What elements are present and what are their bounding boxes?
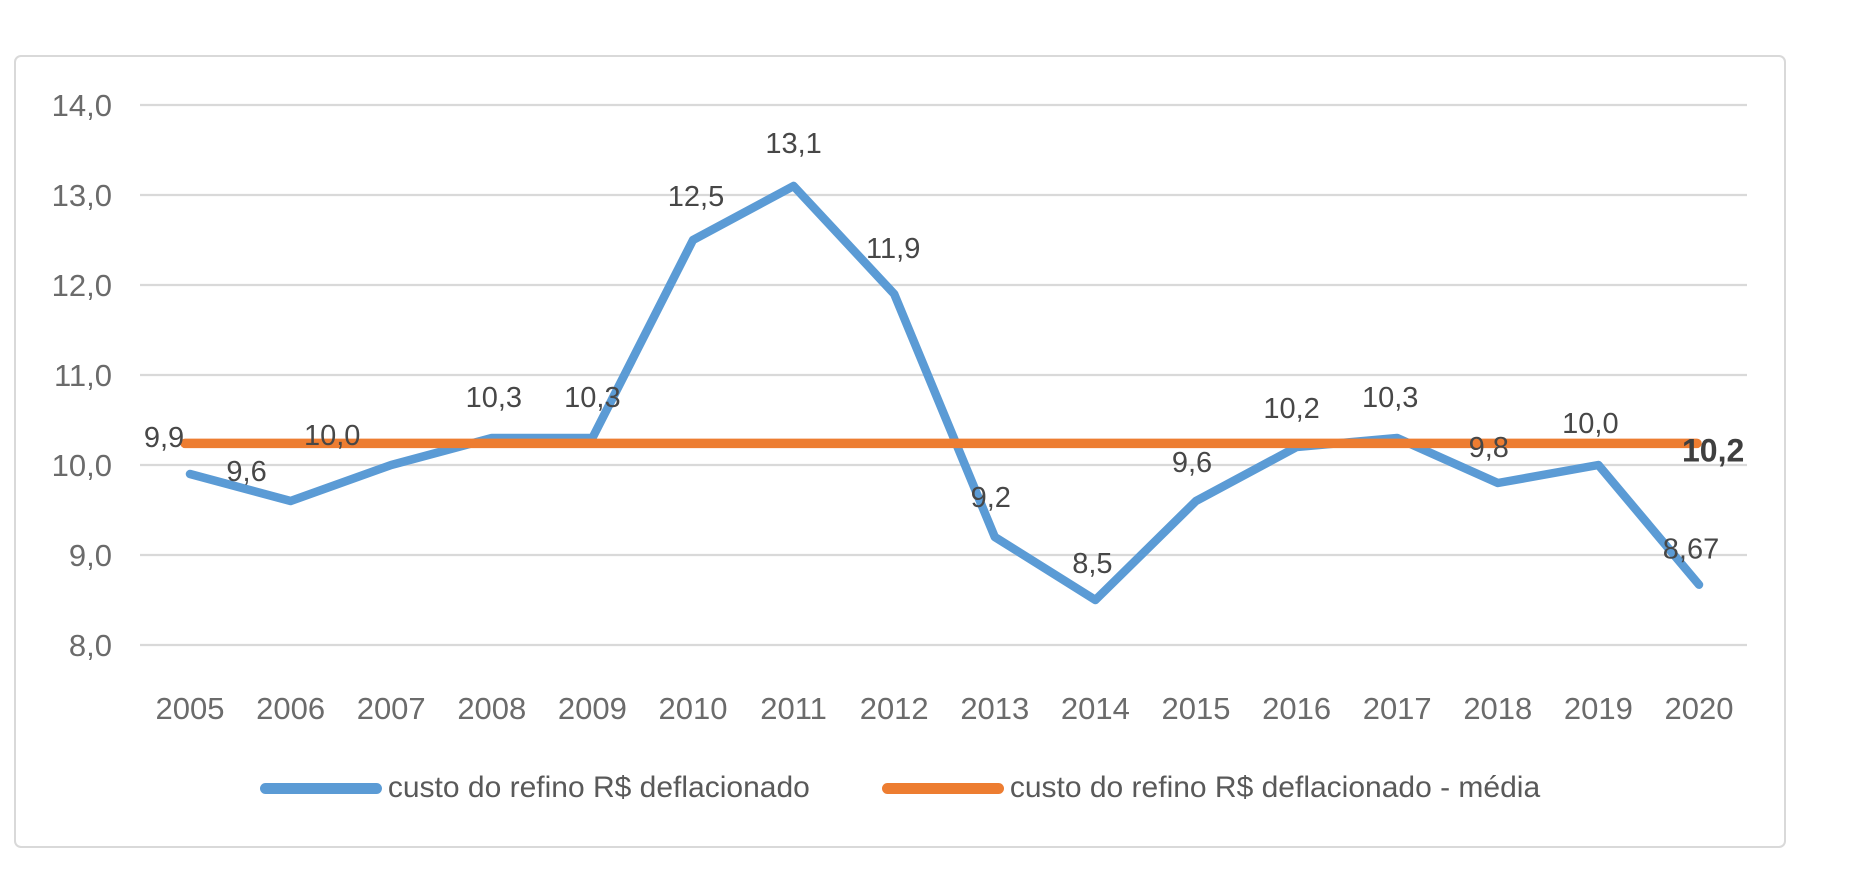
data-label: 9,6	[226, 456, 266, 488]
data-label: 10,3	[564, 382, 620, 414]
data-label: 12,5	[668, 181, 724, 213]
x-axis-tick-label: 2011	[760, 691, 827, 726]
x-axis-tick-label: 2006	[256, 691, 325, 726]
y-axis-tick-label: 13,0	[52, 178, 112, 213]
x-axis-tick-label: 2009	[558, 691, 627, 726]
y-axis-tick-label: 9,0	[69, 538, 112, 573]
x-axis-tick-label: 2015	[1162, 691, 1231, 726]
data-label: 9,8	[1469, 432, 1509, 464]
x-axis-tick-label: 2013	[960, 691, 1029, 726]
chart-legend: custo do refino R$ deflacionado custo do…	[14, 760, 1786, 816]
legend-item-refino: custo do refino R$ deflacionado	[259, 771, 810, 805]
data-label: 9,6	[1172, 447, 1212, 479]
legend-label-media: custo do refino R$ deflacionado - média	[1009, 771, 1541, 804]
legend-key-media-line	[881, 782, 1004, 794]
x-axis-tick-label: 2012	[860, 691, 929, 726]
y-axis-tick-label: 11,0	[54, 358, 112, 393]
data-label: 8,67	[1663, 534, 1719, 566]
x-axis-tick-label: 2016	[1262, 691, 1331, 726]
x-axis-tick-label: 2018	[1463, 691, 1532, 726]
y-axis-tick-label: 14,0	[52, 88, 112, 123]
x-axis-tick-label: 2017	[1363, 691, 1432, 726]
series-line-refino	[185, 181, 1704, 605]
x-axis-tick-label: 2020	[1665, 691, 1734, 726]
mean-end-label: 10,2	[1682, 432, 1744, 468]
y-axis-tick-label: 8,0	[69, 628, 112, 663]
data-label: 9,2	[971, 482, 1011, 514]
x-axis-tick-label: 2007	[357, 691, 426, 726]
x-axis-tick-label: 2008	[457, 691, 526, 726]
legend-label-refino: custo do refino R$ deflacionado	[387, 771, 810, 804]
y-axis-tick-label: 10,0	[52, 448, 112, 483]
data-label: 9,9	[144, 422, 184, 454]
x-axis-tick-label: 2005	[156, 691, 225, 726]
legend-item-media: custo do refino R$ deflacionado - média	[881, 771, 1541, 805]
data-label: 10,2	[1263, 393, 1319, 425]
legend-key-refino-line	[259, 782, 382, 794]
x-axis-tick-label: 2014	[1061, 691, 1130, 726]
data-label: 10,0	[304, 420, 360, 452]
data-label: 8,5	[1072, 548, 1112, 580]
data-label: 10,3	[1362, 382, 1418, 414]
x-axis-tick-label: 2019	[1564, 691, 1633, 726]
data-label: 10,0	[1562, 408, 1618, 440]
chart-object-frame[interactable]	[14, 55, 1786, 848]
data-label: 10,3	[466, 382, 522, 414]
x-axis-tick-label: 2010	[659, 691, 728, 726]
y-axis-tick-label: 12,0	[52, 268, 112, 303]
data-label: 11,9	[866, 233, 920, 265]
data-label: 13,1	[765, 128, 821, 160]
